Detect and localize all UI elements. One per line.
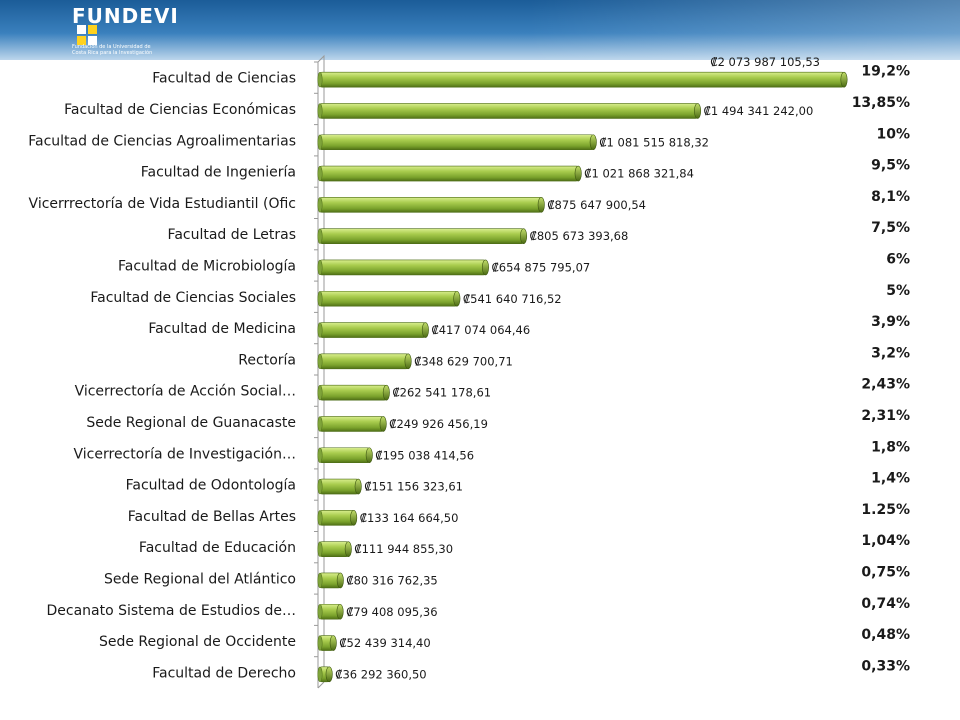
percent-label: 19,2% [861, 64, 910, 80]
percent-label: 0,75% [861, 564, 910, 580]
percent-label: 7,5% [871, 220, 910, 236]
value-label: ₡79 408 095,36 [346, 605, 437, 619]
bar [317, 259, 489, 276]
bar [317, 353, 412, 370]
bar [317, 635, 337, 651]
category-label: Facultad de Ciencias Económicas [64, 102, 296, 118]
percent-label: 8,1% [871, 189, 910, 205]
bars-layer [317, 71, 848, 683]
logo-tagline: Fundación de la Universidad de Costa Ric… [72, 44, 153, 56]
category-label: Rectoría [238, 352, 296, 368]
percent-label: 0,33% [861, 658, 910, 674]
value-label: ₡195 038 414,56 [375, 448, 474, 462]
logo-brand: FUNDEVI [72, 4, 179, 28]
value-label: ₡348 629 700,71 [414, 354, 513, 368]
value-label: ₡654 875 795,07 [491, 260, 590, 274]
axis-layer [314, 54, 325, 689]
percent-label: 1,04% [861, 533, 910, 549]
category-label: Sede Regional de Guanacaste [86, 415, 296, 431]
percent-label: 0,74% [861, 596, 910, 612]
percent-label: 1.25% [861, 502, 910, 518]
fundevi-logo: FUNDEVI Fundación de la Universidad de C… [64, 4, 178, 58]
percent-label: 6% [886, 251, 910, 267]
value-label: ₡151 156 323,61 [364, 480, 463, 494]
bar [317, 134, 597, 151]
percent-label: 1,8% [871, 439, 910, 455]
category-label: Facultad de Ciencias Agroalimentarias [28, 133, 296, 149]
category-label: Facultad de Ciencias Sociales [90, 290, 296, 306]
category-label: Facultad de Ciencias [152, 71, 296, 87]
header-banner-shade [0, 0, 960, 60]
bar [317, 197, 545, 213]
bar [317, 541, 352, 557]
bar [317, 165, 582, 182]
bar [317, 666, 333, 683]
value-label: ₡1 081 515 818,32 [599, 135, 709, 149]
value-label: ₡52 439 314,40 [339, 636, 430, 650]
category-axis [317, 54, 325, 689]
ucr-emblem-icon [77, 25, 97, 45]
value-label: ₡875 647 900,54 [547, 198, 646, 212]
value-label: ₡262 541 178,61 [392, 386, 491, 400]
category-label: Facultad de Letras [168, 227, 296, 243]
category-label: Sede Regional del Atlántico [104, 571, 296, 587]
percent-label: 2,43% [861, 377, 910, 393]
percent-label: 1,4% [871, 471, 910, 487]
percent-label: 10% [876, 126, 910, 142]
bar [317, 322, 429, 338]
category-label: Facultad de Odontología [126, 478, 296, 494]
bar [317, 103, 702, 119]
bar [317, 228, 528, 244]
category-label: Decanato Sistema de Estudios de… [46, 603, 296, 619]
category-label: Vicerrectoría de Acción Social… [75, 384, 296, 400]
bar [317, 478, 362, 495]
bar [317, 384, 390, 401]
percent-label: 2,31% [861, 408, 910, 424]
value-label: ₡36 292 360,50 [335, 667, 426, 681]
category-label: Facultad de Medicina [148, 321, 296, 337]
value-label: ₡541 640 716,52 [463, 292, 562, 306]
labels-layer: Facultad de Ciencias ₡2 073 987 105,53 19,… [28, 55, 910, 681]
bar [317, 510, 358, 526]
header-banner [0, 0, 960, 60]
category-label: Facultad de Educación [139, 540, 296, 556]
bar [317, 71, 848, 88]
bar [317, 572, 344, 589]
category-label: Facultad de Bellas Artes [128, 509, 296, 525]
value-label: ₡133 164 664,50 [360, 511, 459, 525]
value-label: ₡1 021 868 321,84 [584, 167, 694, 181]
percent-label: 5% [886, 283, 910, 299]
category-label: Facultad de Derecho [152, 665, 296, 681]
value-label: ₡111 944 855,30 [354, 542, 453, 556]
value-label: ₡2 073 987 105,53 [710, 55, 820, 69]
value-label: ₡805 673 393,68 [530, 229, 629, 243]
category-label: Sede Regional de Occidente [99, 634, 296, 650]
value-label: ₡417 074 064,46 [431, 323, 530, 337]
value-label: ₡1 494 341 242,00 [704, 104, 814, 118]
percent-label: 3,9% [871, 314, 910, 330]
value-label: ₡80 316 762,35 [346, 573, 437, 587]
bar [317, 603, 344, 620]
percent-label: 13,85% [852, 95, 910, 111]
value-label: ₡249 926 456,19 [389, 417, 488, 431]
bar [317, 447, 373, 464]
bar [317, 290, 461, 307]
category-label: Vicerrectoría de Investigación… [74, 446, 296, 462]
bar [317, 416, 387, 432]
category-label: Vicerrrectoría de Vida Estudiantil (Ofic [29, 196, 296, 212]
category-label: Facultad de Ingeniería [141, 165, 296, 181]
percent-label: 3,2% [871, 345, 910, 361]
percent-label: 9,5% [871, 158, 910, 174]
category-label: Facultad de Microbiología [118, 258, 296, 274]
percent-label: 0,48% [861, 627, 910, 643]
